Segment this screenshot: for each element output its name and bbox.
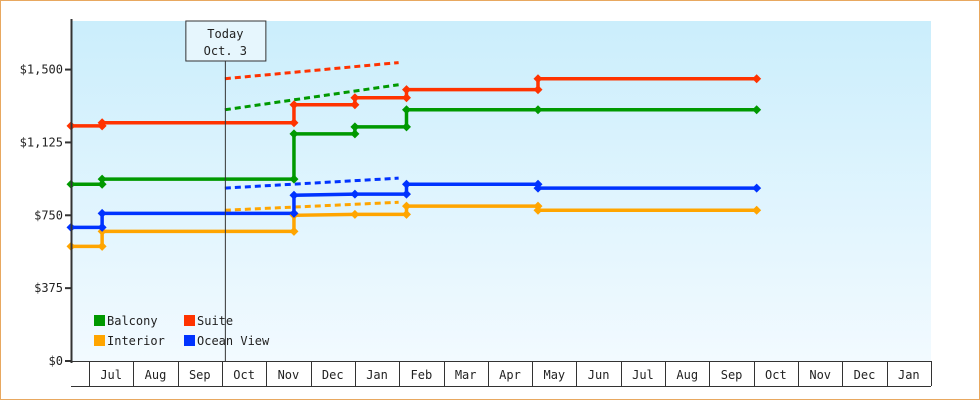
ocean-view-forecast-line	[224, 176, 399, 190]
balcony-legend-label: Balcony	[107, 314, 158, 328]
balcony-point	[401, 122, 411, 132]
y-tick-label: $750	[34, 208, 63, 222]
x-tick-label: May	[543, 368, 565, 382]
interior-point	[752, 205, 762, 215]
interior-point	[533, 205, 543, 215]
x-tick-label: Mar	[455, 368, 477, 382]
x-tick-label: Nov	[809, 368, 831, 382]
x-tick-label: Jan	[366, 368, 388, 382]
balcony-point	[289, 174, 299, 184]
x-tick-label: Aug	[145, 368, 167, 382]
suite-legend-swatch	[184, 315, 195, 326]
suite-point	[401, 93, 411, 103]
y-tick-label: $1,500	[20, 63, 63, 77]
ocean-view-point	[533, 183, 543, 193]
suite-forecast-line	[224, 61, 399, 81]
x-tick-label: Dec	[854, 368, 876, 382]
today-box	[185, 20, 267, 62]
y-tick-label: $0	[49, 354, 63, 368]
today-label: Today	[207, 27, 243, 41]
interior-forecast-line	[224, 200, 399, 212]
balcony-point	[401, 105, 411, 115]
balcony-point	[350, 122, 360, 132]
balcony-point	[97, 179, 107, 189]
x-tick-label: Oct	[233, 368, 255, 382]
suite-point	[533, 85, 543, 95]
ocean-view-point	[401, 179, 411, 189]
interior-point	[401, 201, 411, 211]
interior-legend-swatch	[94, 335, 105, 346]
suite-point	[289, 100, 299, 110]
ocean-view-legend-swatch	[184, 335, 195, 346]
balcony-point	[752, 105, 762, 115]
interior-point	[401, 209, 411, 219]
balcony-point	[533, 105, 543, 115]
ocean-view-point	[97, 208, 107, 218]
ocean-view-point	[401, 189, 411, 199]
legend: Balcony Suite Interior Ocean View	[94, 314, 270, 348]
y-tick-label: $1,125	[20, 135, 63, 149]
suite-point	[350, 93, 360, 103]
ocean-view-point	[752, 183, 762, 193]
balcony-point	[97, 174, 107, 184]
y-tick-label: $375	[34, 281, 63, 295]
x-tick-label: Dec	[322, 368, 344, 382]
suite-point	[350, 100, 360, 110]
x-tick-label: Feb	[411, 368, 433, 382]
plot-area	[71, 21, 931, 361]
suite-point	[752, 74, 762, 84]
today-date: Oct. 3	[204, 44, 247, 58]
x-tick-label: Sep	[189, 368, 211, 382]
ocean-view-legend-label: Ocean View	[197, 334, 270, 348]
x-tick-label: Nov	[278, 368, 300, 382]
ocean-view-point	[289, 208, 299, 218]
x-tick-label: Jul	[632, 368, 654, 382]
x-tick-label: Oct	[765, 368, 787, 382]
x-tick-label: Sep	[721, 368, 743, 382]
balcony-point	[350, 129, 360, 139]
interior-point	[350, 209, 360, 219]
x-tick-label: Apr	[499, 368, 521, 382]
balcony-point	[289, 129, 299, 139]
interior-legend-label: Interior	[107, 334, 165, 348]
x-tick-label: Jun	[588, 368, 610, 382]
x-tick-label: Jul	[100, 368, 122, 382]
today-marker: Today Oct. 3	[185, 20, 267, 361]
suite-point	[289, 118, 299, 128]
suite-point	[401, 85, 411, 95]
suite-point	[97, 118, 107, 128]
balcony-legend-swatch	[94, 315, 105, 326]
interior-point	[289, 226, 299, 236]
interior-point	[97, 241, 107, 251]
suite-legend-label: Suite	[197, 314, 233, 328]
suite-point	[533, 74, 543, 84]
ocean-view-point	[350, 189, 360, 199]
x-tick-label: Jan	[898, 368, 920, 382]
ocean-view-point	[97, 222, 107, 232]
x-tick-label: Aug	[676, 368, 698, 382]
ocean-view-point	[289, 190, 299, 200]
